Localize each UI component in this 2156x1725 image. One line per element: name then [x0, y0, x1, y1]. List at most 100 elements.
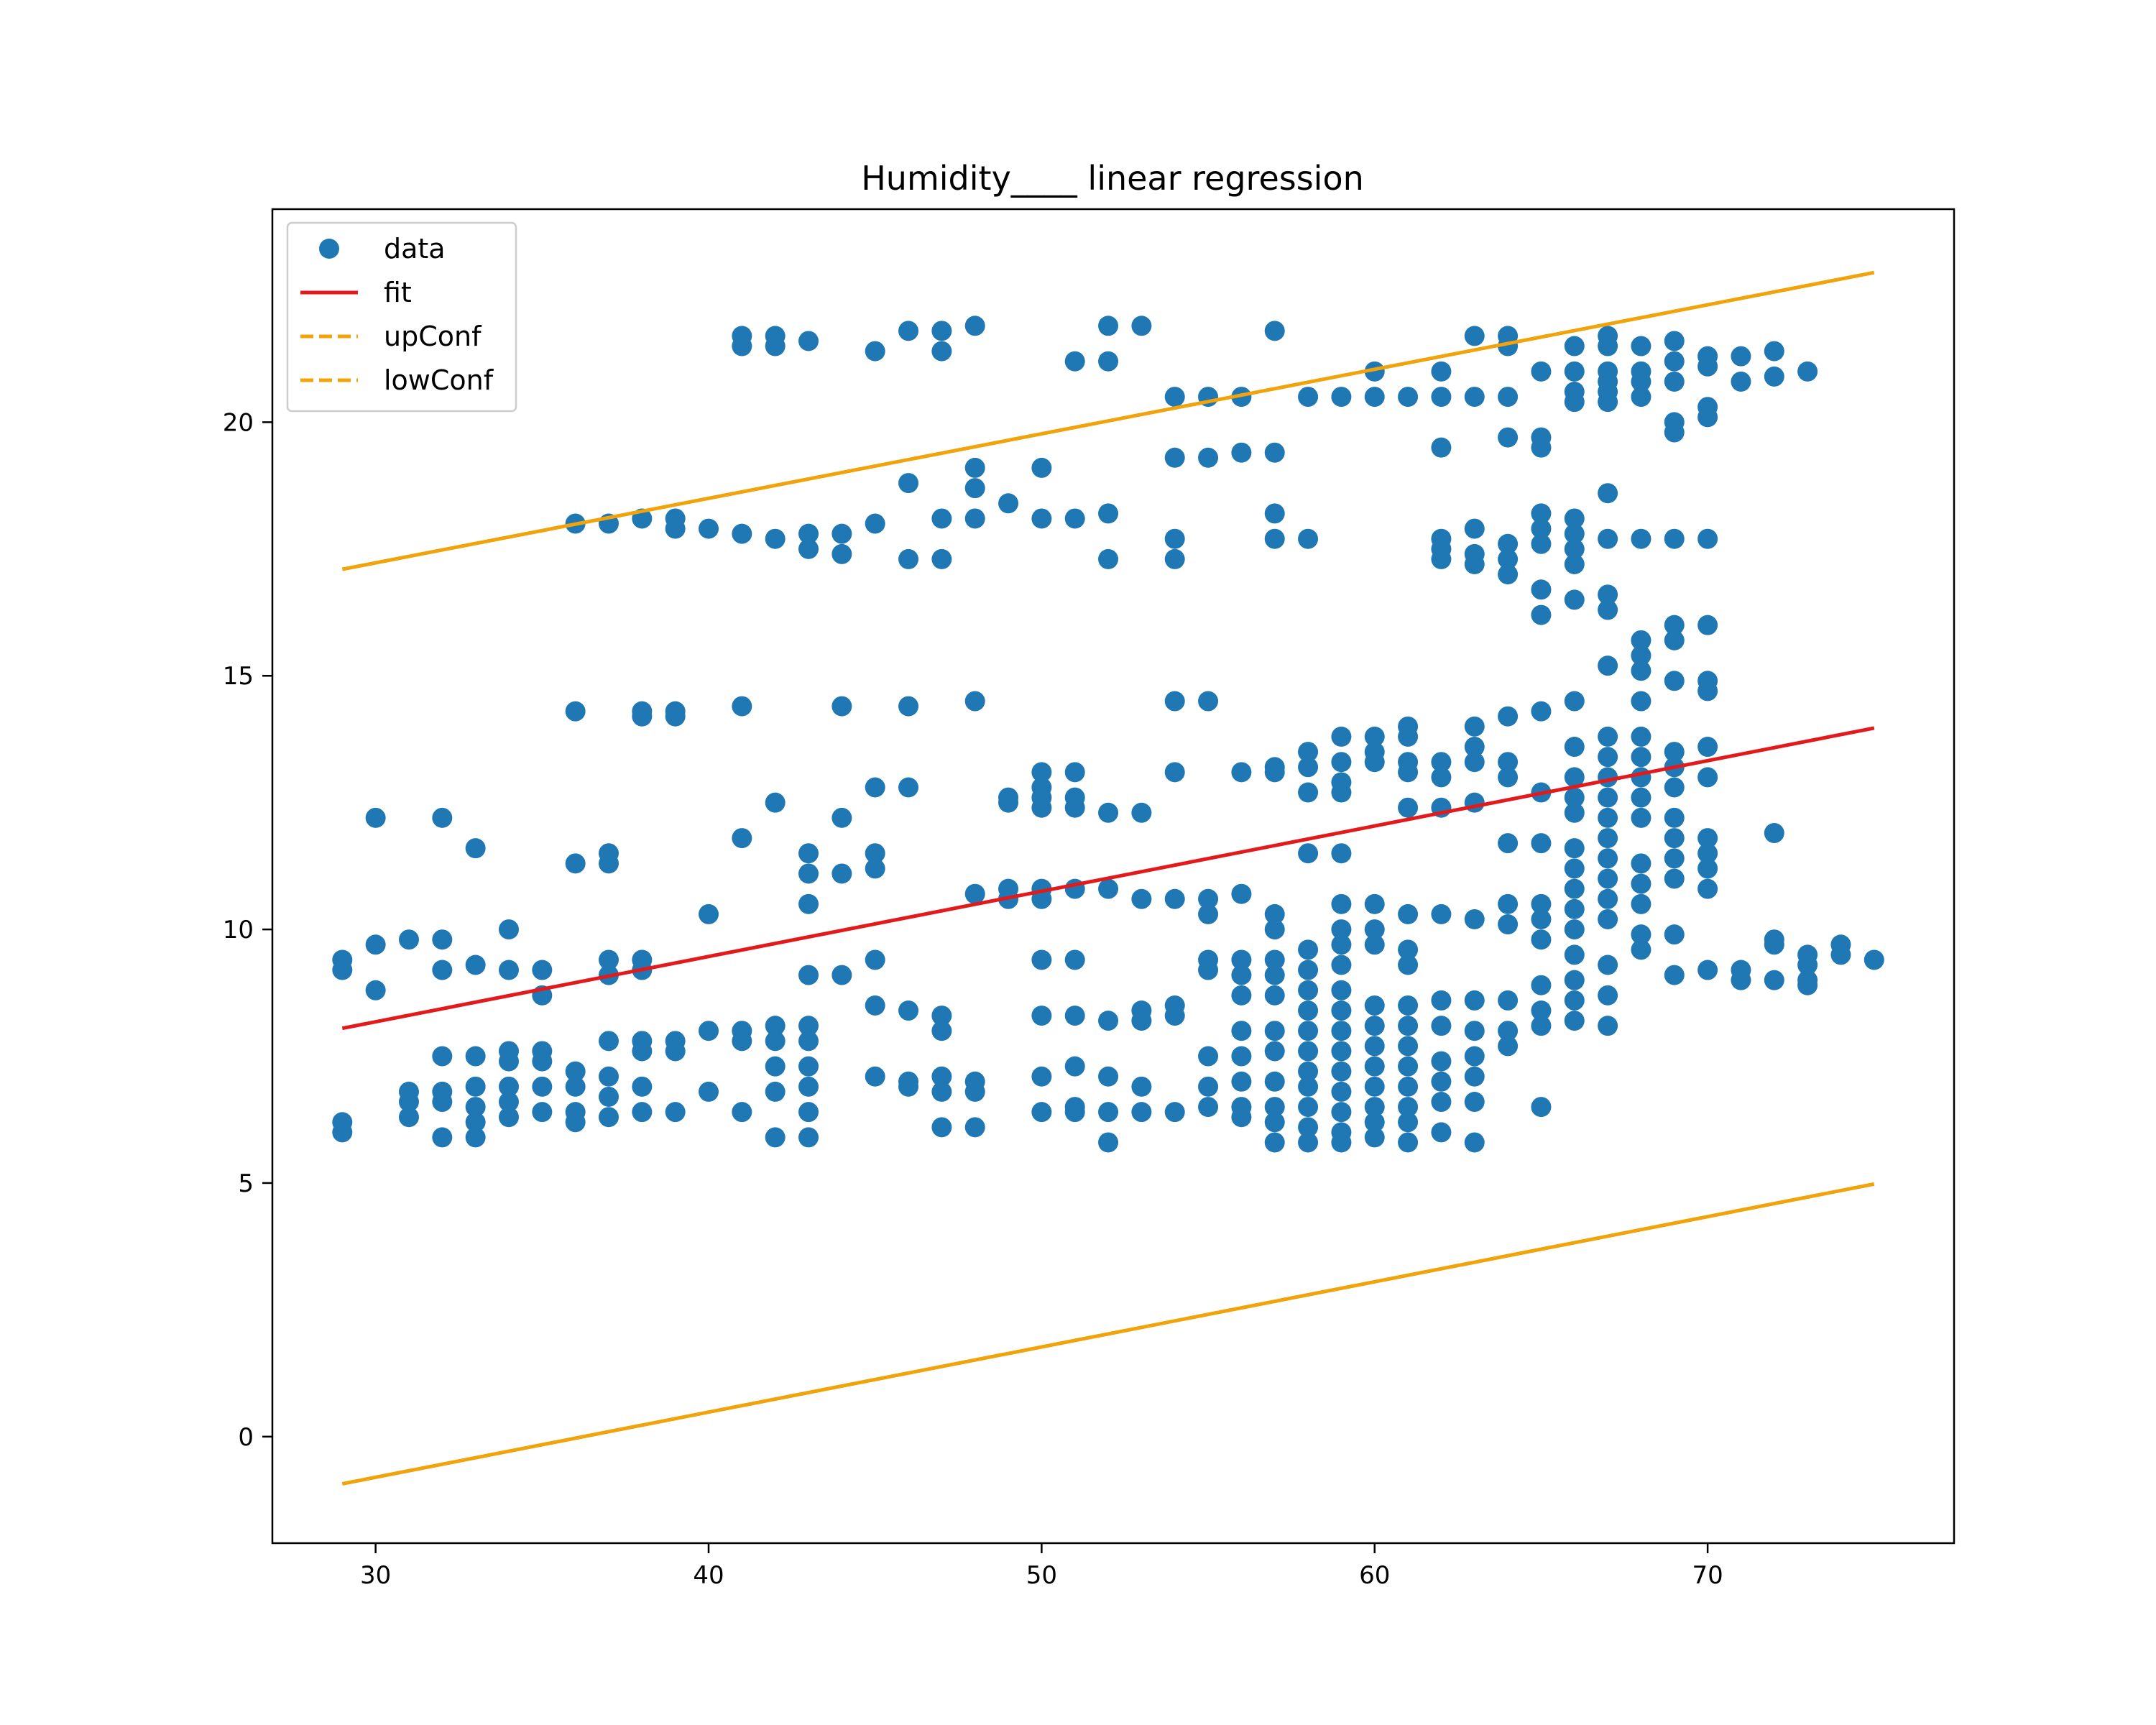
data-point — [1631, 661, 1651, 681]
data-point — [1697, 528, 1718, 549]
data-point — [1198, 888, 1219, 909]
data-point — [1598, 528, 1618, 549]
data-point — [798, 538, 819, 559]
data-point — [1231, 985, 1252, 1006]
data-point — [1598, 985, 1618, 1006]
data-point — [1331, 1000, 1352, 1021]
data-point — [1631, 630, 1651, 650]
data-point — [1564, 691, 1585, 712]
data-point — [1664, 924, 1685, 945]
data-point — [1564, 1011, 1585, 1031]
data-point — [865, 777, 885, 798]
data-point — [1664, 868, 1685, 889]
data-point — [1264, 1112, 1285, 1133]
data-point — [1564, 361, 1585, 382]
data-point — [1264, 919, 1285, 940]
data-point — [1797, 975, 1818, 995]
data-point — [964, 883, 985, 904]
data-point — [1231, 965, 1252, 985]
data-point — [632, 1076, 653, 1097]
data-point — [1031, 797, 1052, 818]
data-point — [332, 960, 353, 980]
data-point — [432, 960, 453, 980]
data-point — [1431, 1122, 1452, 1143]
data-point — [1498, 833, 1519, 854]
data-point — [865, 843, 885, 864]
data-point — [398, 1107, 419, 1128]
data-point — [1531, 975, 1552, 995]
data-point — [1198, 1097, 1219, 1118]
data-point — [1298, 528, 1319, 549]
data-point — [898, 1076, 919, 1097]
data-point — [1264, 903, 1285, 924]
data-point — [1364, 934, 1385, 955]
data-point — [1697, 767, 1718, 788]
data-point — [1064, 1056, 1085, 1077]
data-point — [1031, 457, 1052, 478]
data-point — [1398, 1112, 1419, 1133]
data-point — [1431, 903, 1452, 924]
data-point — [1631, 767, 1651, 788]
data-point — [931, 1066, 952, 1087]
data-point — [931, 508, 952, 529]
data-point — [1098, 1066, 1119, 1087]
data-point — [1264, 321, 1285, 341]
data-point — [1531, 503, 1552, 524]
data-point — [1631, 853, 1651, 874]
data-point — [732, 696, 752, 717]
data-point — [1031, 949, 1052, 970]
data-point — [565, 1061, 586, 1082]
data-point — [699, 1021, 719, 1041]
data-point — [1531, 929, 1552, 950]
data-point — [432, 1127, 453, 1148]
data-point — [865, 858, 885, 879]
data-point — [1498, 706, 1519, 727]
data-point — [1098, 1132, 1119, 1153]
data-point — [1498, 427, 1519, 448]
data-point — [1164, 528, 1185, 549]
data-point — [1598, 656, 1618, 676]
data-point — [964, 457, 985, 478]
data-point — [465, 1112, 486, 1133]
data-point — [565, 853, 586, 874]
data-point — [1331, 934, 1352, 955]
data-point — [1531, 604, 1552, 625]
data-point — [1464, 387, 1485, 408]
data-point — [1464, 553, 1485, 574]
data-point — [1231, 1046, 1252, 1067]
data-point — [1598, 787, 1618, 808]
data-point — [1498, 387, 1519, 408]
data-point — [1364, 1056, 1385, 1077]
y-tick-label: 20 — [223, 408, 254, 437]
data-point — [1064, 797, 1085, 818]
data-point — [1298, 960, 1319, 980]
data-point — [1431, 1051, 1452, 1072]
x-tick-label: 50 — [1026, 1561, 1057, 1590]
data-point — [1131, 888, 1152, 909]
data-point — [1564, 802, 1585, 823]
data-point — [498, 1092, 519, 1113]
data-point — [931, 1081, 952, 1102]
data-point — [1431, 767, 1452, 788]
data-point — [1364, 726, 1385, 747]
data-point — [1164, 387, 1185, 408]
data-point — [831, 863, 852, 884]
data-point — [1664, 965, 1685, 985]
data-point — [1464, 716, 1485, 737]
data-point — [1398, 1132, 1419, 1153]
data-point — [1498, 533, 1519, 554]
data-point — [1431, 1071, 1452, 1092]
data-point — [1464, 1021, 1485, 1041]
data-point — [964, 316, 985, 336]
data-point — [1531, 833, 1552, 854]
data-point — [1764, 934, 1784, 955]
data-point — [1364, 1112, 1385, 1133]
data-point — [665, 1102, 686, 1123]
data-point — [1598, 888, 1618, 909]
data-point — [1598, 954, 1618, 975]
data-point — [1631, 873, 1651, 894]
data-point — [1398, 1016, 1419, 1036]
data-point — [1298, 1097, 1319, 1118]
data-point — [765, 1031, 786, 1052]
